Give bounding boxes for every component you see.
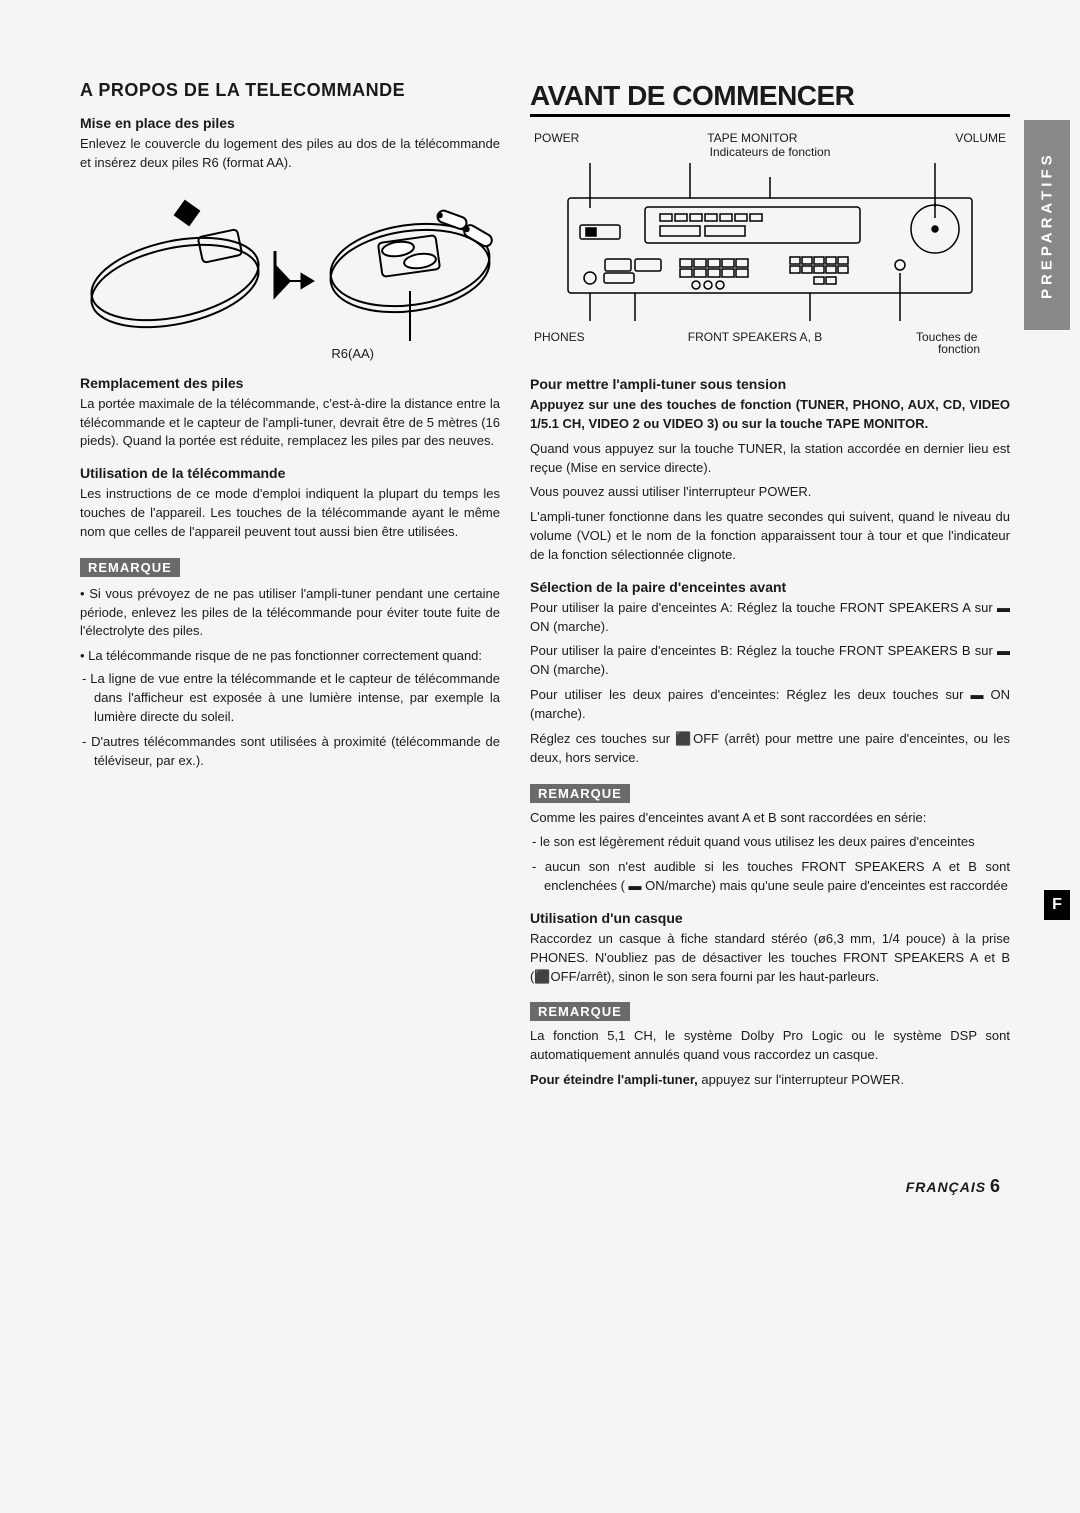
- remarque1-item2b: D'autres télécommandes sont utilisées à …: [94, 733, 500, 771]
- page-footer: FRANÇAIS 6: [80, 1176, 1010, 1197]
- heading-remote-use: Utilisation de la télécommande: [80, 465, 500, 481]
- figure-remote-batteries: R6(AA): [80, 191, 500, 361]
- heading-batteries-install: Mise en place des piles: [80, 115, 500, 131]
- remarque-badge-1: REMARQUE: [80, 558, 180, 577]
- label-volume: VOLUME: [955, 131, 1006, 145]
- remarque1-item2: La télécommande risque de ne pas fonctio…: [80, 647, 500, 770]
- side-tab-preparatifs: PREPARATIFS: [1024, 120, 1070, 330]
- text-batteries-install: Enlevez le couvercle du logement des pil…: [80, 135, 500, 173]
- speakers-p6: Pour utiliser les deux paires d'enceinte…: [530, 686, 1010, 724]
- power-on-p2: Vous pouvez aussi utiliser l'interrupteu…: [530, 483, 1010, 502]
- power-on-p1: Quand vous appuyez sur la touche TUNER, …: [530, 440, 1010, 478]
- left-column: A PROPOS DE LA TELECOMMANDE Mise en plac…: [80, 80, 500, 1096]
- power-on-instruction: Appuyez sur une des touches de fonction …: [530, 396, 1010, 434]
- remarque2-list: le son est légèrement réduit quand vous …: [530, 833, 1010, 896]
- left-title: A PROPOS DE LA TELECOMMANDE: [80, 80, 500, 101]
- footer-lang: FRANÇAIS: [906, 1179, 986, 1195]
- remarque-badge-3: REMARQUE: [530, 1002, 630, 1021]
- label-indicateurs: Indicateurs de fonction: [530, 145, 1010, 159]
- remarque-list-1: Si vous prévoyez de ne pas utiliser l'am…: [80, 585, 500, 771]
- figure-caption: R6(AA): [331, 346, 374, 361]
- remarque1-item2a: La ligne de vue entre la télécommande et…: [94, 670, 500, 727]
- manual-page: A PROPOS DE LA TELECOMMANDE Mise en plac…: [0, 0, 1080, 1237]
- remarque1-item1: Si vous prévoyez de ne pas utiliser l'am…: [80, 585, 500, 642]
- heading-headphones: Utilisation d'un casque: [530, 910, 1010, 926]
- power-on-p3: L'ampli-tuner fonctionne dans les quatre…: [530, 508, 1010, 565]
- power-off-line: Pour éteindre l'ampli-tuner, appuyez sur…: [530, 1071, 1010, 1090]
- text-batteries-replace: La portée maximale de la télécommande, c…: [80, 395, 500, 452]
- remarque-badge-2: REMARQUE: [530, 784, 630, 803]
- remarque2-intro: Comme les paires d'enceintes avant A et …: [530, 809, 1010, 828]
- remarque1-item2-text: La télécommande risque de ne pas fonctio…: [88, 648, 482, 663]
- label-front-speakers: FRONT SPEAKERS A, B: [594, 330, 916, 344]
- heading-power-on: Pour mettre l'ampli-tuner sous tension: [530, 376, 1010, 392]
- text-remote-use: Les instructions de ce mode d'emploi ind…: [80, 485, 500, 542]
- right-big-title: AVANT DE COMMENCER: [530, 80, 1010, 117]
- two-column-layout: A PROPOS DE LA TELECOMMANDE Mise en plac…: [80, 80, 1010, 1096]
- speakers-p7: Réglez ces touches sur ⬛OFF (arrêt) pour…: [530, 730, 1010, 768]
- label-fonction: fonction: [530, 342, 1010, 356]
- remarque3-p: La fonction 5,1 CH, le système Dolby Pro…: [530, 1027, 1010, 1065]
- remote-illustration: [80, 191, 500, 351]
- power-off-bold: Pour éteindre l'ampli-tuner,: [530, 1072, 698, 1087]
- remarque2-li2: aucun son n'est audible si les touches F…: [544, 858, 1010, 896]
- speakers-p5: Pour utiliser la paire d'enceintes B: Ré…: [530, 642, 1010, 680]
- power-off-rest: appuyez sur l'interrupteur POWER.: [698, 1072, 904, 1087]
- footer-page-number: 6: [990, 1176, 1000, 1196]
- label-tape-monitor: TAPE MONITOR: [549, 131, 955, 145]
- side-tab-f: F: [1044, 890, 1070, 920]
- receiver-diagram: POWER TAPE MONITOR VOLUME Indicateurs de…: [530, 131, 1010, 356]
- receiver-svg: [530, 163, 1010, 323]
- speakers-p4: Pour utiliser la paire d'enceintes A: Ré…: [530, 599, 1010, 637]
- headphones-p: Raccordez un casque à fiche standard sté…: [530, 930, 1010, 987]
- remarque2-li1: le son est légèrement réduit quand vous …: [544, 833, 1010, 852]
- heading-batteries-replace: Remplacement des piles: [80, 375, 500, 391]
- heading-speaker-select: Sélection de la paire d'enceintes avant: [530, 579, 1010, 595]
- right-column: PREPARATIFS F AVANT DE COMMENCER POWER T…: [530, 80, 1010, 1096]
